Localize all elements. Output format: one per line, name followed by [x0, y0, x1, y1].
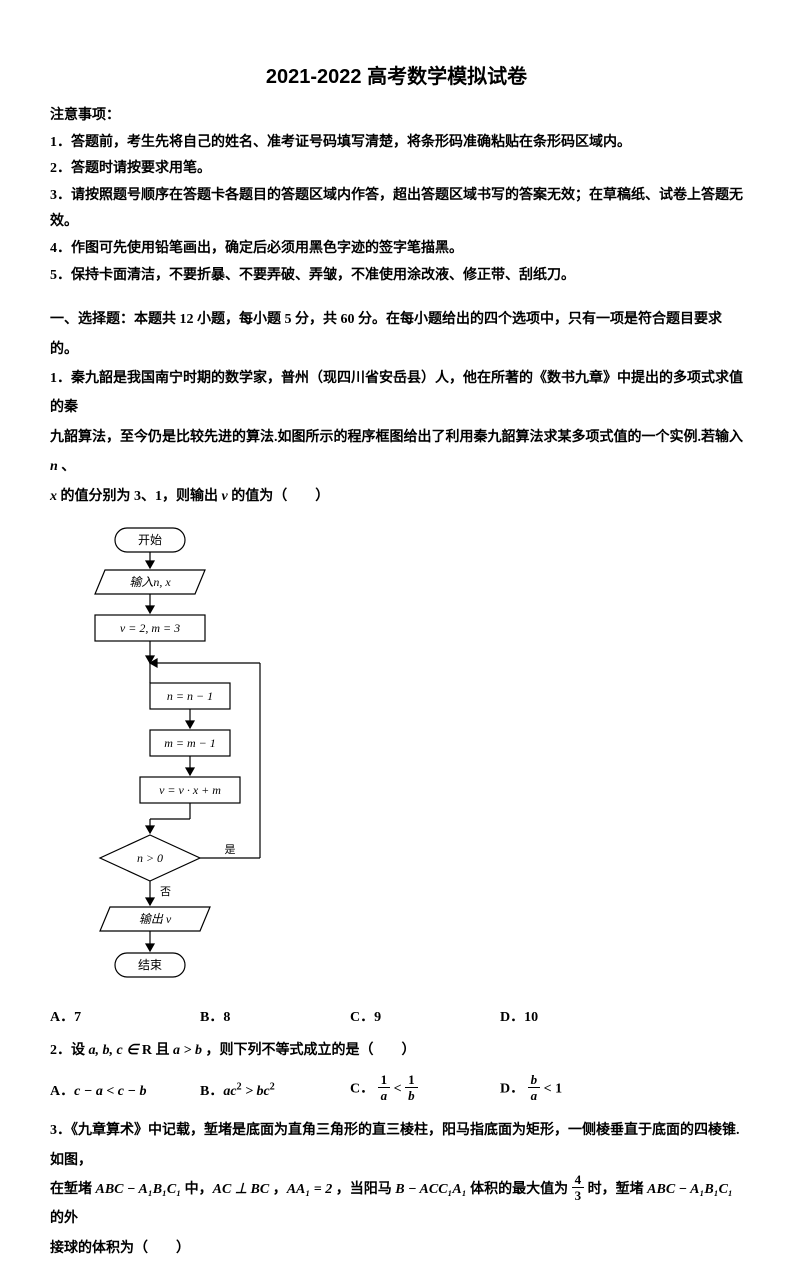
q2-d-frac: ba [528, 1073, 541, 1102]
q1-opt-b: B．8 [200, 1006, 350, 1026]
flowchart-svg: 开始 输入n, x v = 2, m = 3 n = n − 1 [60, 523, 280, 993]
q3-line2: 在堑堵 ABC − A₁B₁C₁ 中，AC ⊥ BC ，AA₁ = 2 ，当阳马… [50, 1175, 743, 1234]
q3-l2-m3: ，当阳马 [332, 1182, 395, 1197]
q1-opt-c: C．9 [350, 1006, 500, 1026]
q2-a-label: A． [50, 1084, 74, 1099]
q2-c-label: C． [350, 1082, 374, 1097]
notice-4: 4．作图可先使用铅笔画出，确定后必须用黑色字迹的签字笔描黑。 [50, 236, 743, 263]
notice-3: 3．请按照题号顺序在答题卡各题目的答题区域内作答，超出答题区域书写的答案无效；在… [50, 183, 743, 236]
fc-end: 结束 [138, 958, 162, 972]
q1-opt-d: D．10 [500, 1006, 650, 1026]
q2-a-expr: c − a < c − b [74, 1084, 146, 1099]
q2-post: ，则下列不等式成立的是（ ） [202, 1043, 416, 1058]
q2-opt-c: C． 1a < 1b [350, 1075, 500, 1104]
q2-c-f2d: b [405, 1088, 418, 1102]
q2-b-label: B． [200, 1084, 223, 1099]
q3-yangma: B − ACC₁A₁ [395, 1182, 466, 1197]
q1-flowchart: 开始 输入n, x v = 2, m = 3 n = n − 1 [60, 523, 743, 998]
q2-c-lt: < [394, 1082, 405, 1097]
fc-output: 输出 v [139, 912, 172, 926]
q3-prism: ABC − A₁B₁C₁ [96, 1182, 182, 1197]
q2-c-frac2: 1b [405, 1073, 418, 1102]
fc-step-n: n = n − 1 [167, 689, 213, 703]
q2-d-fd: a [528, 1088, 541, 1102]
q1-opt-a: A．7 [50, 1006, 200, 1026]
q2-opt-d: D． ba < 1 [500, 1075, 650, 1104]
q1-line2-pre: 九韶算法，至今仍是比较先进的算法.如图所示的程序框图给出了利用秦九韶算法求某多项… [50, 430, 743, 445]
q1-line3: x 的值分别为 3、1，则输出 v 的值为（ ） [50, 482, 743, 511]
q2-b-gt: > bc [242, 1084, 270, 1099]
q2-c-frac1: 1a [378, 1073, 391, 1102]
q2-b-sup2: 2 [270, 1081, 275, 1092]
q3-fn: 4 [572, 1173, 585, 1188]
q2-d-label: D． [500, 1082, 524, 1097]
q3-l2-m1: 中， [181, 1182, 213, 1197]
q2-pre: 2．设 [50, 1043, 89, 1058]
fc-yes: 是 [225, 843, 236, 856]
q2-opt-b: B．ac2 > bc2 [200, 1080, 350, 1100]
q3-line1: 3．《九章算术》中记载，堑堵是底面为直角三角形的直三棱柱，阳马指底面为矩形，一侧… [50, 1116, 743, 1175]
q1-line3-post: 的值为（ ） [228, 489, 330, 504]
q1-line2-sep: 、 [58, 459, 76, 474]
q3-l2-m2: ， [269, 1182, 287, 1197]
q2-options: A．c − a < c − b B．ac2 > bc2 C． 1a < 1b D… [50, 1075, 743, 1104]
q3-l2-post: 的外 [50, 1211, 78, 1226]
q1-var-n: n [50, 459, 58, 474]
q3-l2-m5: 时，堑堵 [584, 1182, 647, 1197]
q2-vars: a, b, c ∈ [89, 1043, 142, 1058]
q3-line3: 接球的体积为（ ） [50, 1234, 743, 1263]
q3-l2-m4: 体积的最大值为 [467, 1182, 572, 1197]
q3-aa1: AA₁ = 2 [287, 1182, 333, 1197]
exam-page: 2021-2022 高考数学模拟试卷 注意事项： 1．答题前，考生先将自己的姓名… [0, 0, 793, 1122]
notice-header: 注意事项： [50, 103, 743, 130]
q2-cond: a > b [173, 1043, 202, 1058]
fc-step-m: m = m − 1 [164, 736, 216, 750]
notice-2: 2．答题时请按要求用笔。 [50, 156, 743, 183]
q3-perp: AC ⊥ BC [213, 1182, 270, 1197]
page-title: 2021-2022 高考数学模拟试卷 [50, 60, 743, 89]
q2-c-f1n: 1 [378, 1073, 391, 1088]
q3-prism2: ABC − A₁B₁C₁ [647, 1182, 733, 1197]
q1-line1: 1．秦九韶是我国南宁时期的数学家，普州（现四川省安岳县）人，他在所著的《数书九章… [50, 364, 743, 423]
q2-c-f2n: 1 [405, 1073, 418, 1088]
q2-b-pre: ac [223, 1084, 236, 1099]
q1-var-x: x [50, 489, 57, 504]
q2-d-post: < 1 [544, 1082, 562, 1097]
q2-R: R [142, 1043, 152, 1058]
fc-start: 开始 [138, 533, 162, 547]
fc-cond: n > 0 [137, 851, 163, 865]
fc-step-v: v = v · x + m [159, 783, 221, 797]
q2-stem: 2．设 a, b, c ∈ R 且 a > b ，则下列不等式成立的是（ ） [50, 1036, 743, 1065]
q2-c-f1d: a [378, 1088, 391, 1102]
q3-l2-pre: 在堑堵 [50, 1182, 96, 1197]
q1-line3-pre: 的值分别为 3、1，则输出 [57, 489, 222, 504]
fc-input: 输入n, x [129, 575, 171, 589]
q2-d-fn: b [528, 1073, 541, 1088]
fc-no: 否 [160, 886, 171, 898]
notice-5: 5．保持卡面清洁，不要折暴、不要弄破、弄皱，不准使用涂改液、修正带、刮纸刀。 [50, 263, 743, 290]
q3-fd: 3 [572, 1188, 585, 1202]
q2-mid: 且 [152, 1043, 173, 1058]
notice-1: 1．答题前，考生先将自己的姓名、准考证号码填写清楚，将条形码准确粘贴在条形码区域… [50, 130, 743, 157]
q3-frac: 43 [572, 1173, 585, 1202]
fc-init: v = 2, m = 3 [120, 621, 180, 635]
q1-line2: 九韶算法，至今仍是比较先进的算法.如图所示的程序框图给出了利用秦九韶算法求某多项… [50, 423, 743, 482]
q2-opt-a: A．c − a < c − b [50, 1080, 200, 1100]
q1-options: A．7 B．8 C．9 D．10 [50, 1006, 743, 1026]
section-1-header: 一、选择题：本题共 12 小题，每小题 5 分，共 60 分。在每小题给出的四个… [50, 305, 743, 364]
